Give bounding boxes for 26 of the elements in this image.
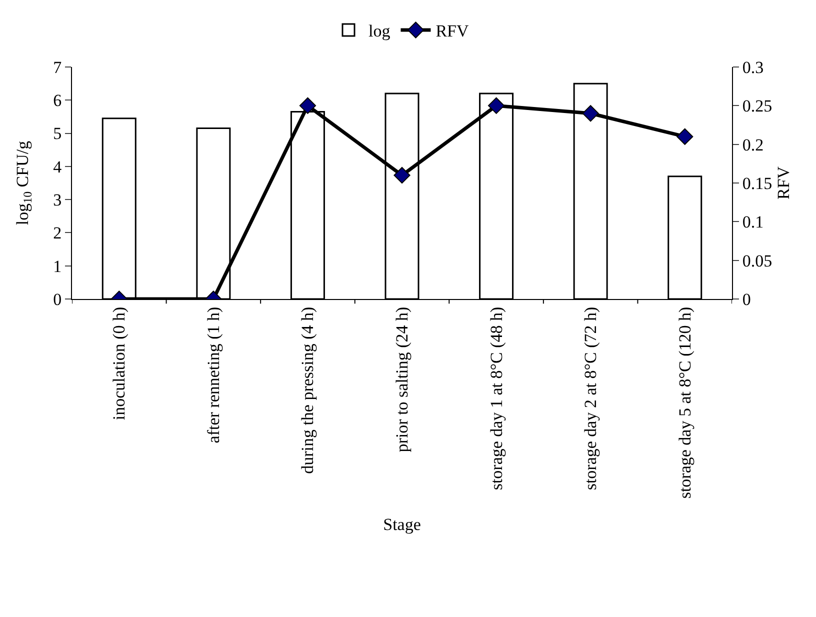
y-tick-label: 0 [53, 290, 62, 309]
y2-tick-label: 0.1 [742, 212, 764, 232]
x-tick-label: storage day 5 at 8°C (120 h) [675, 306, 694, 499]
y-tick-label: 6 [53, 91, 62, 110]
y-tick-label: 3 [53, 190, 62, 210]
y-tick-label: 1 [53, 256, 62, 276]
y2-tick-label: 0.25 [742, 96, 772, 116]
legend-label: RFV [436, 22, 470, 41]
y-tick-label: 7 [53, 58, 62, 77]
y2-tick-label: 0 [742, 290, 751, 309]
y2-tick-label: 0.15 [742, 174, 772, 193]
x-tick-label: inoculation (0 h) [110, 306, 129, 420]
y-tick-label: 4 [53, 157, 62, 176]
x-tick-label: during the pressing (4 h) [298, 306, 318, 474]
x-tick-label: storage day 2 at 8°C (72 h) [581, 306, 600, 490]
x-tick-label: prior to salting (24 h) [392, 306, 412, 452]
x-axis-title: Stage [383, 515, 421, 534]
y-tick-label: 2 [53, 224, 62, 243]
y2-tick-label: 0.05 [742, 251, 772, 270]
y2-axis-title: RFV [774, 166, 794, 200]
x-tick-label: after renneting (1 h) [204, 306, 223, 444]
legend-label: log [368, 22, 391, 41]
x-tick-label: storage day 1 at 8°C (48 h) [486, 306, 506, 490]
y-tick-label: 5 [53, 124, 62, 144]
y2-tick-label: 0.2 [742, 135, 764, 154]
y2-tick-label: 0.3 [742, 58, 764, 77]
